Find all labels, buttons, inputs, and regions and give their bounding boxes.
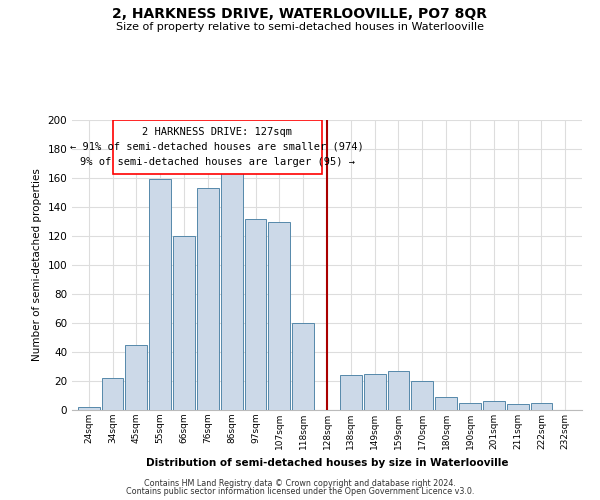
Text: Distribution of semi-detached houses by size in Waterlooville: Distribution of semi-detached houses by …: [146, 458, 508, 468]
FancyBboxPatch shape: [113, 120, 322, 174]
Bar: [197, 188, 219, 410]
Text: 2 HARKNESS DRIVE: 127sqm
← 91% of semi-detached houses are smaller (974)
9% of s: 2 HARKNESS DRIVE: 127sqm ← 91% of semi-d…: [70, 127, 364, 166]
Bar: [78, 407, 100, 410]
Bar: [173, 236, 195, 410]
Bar: [459, 403, 481, 410]
Y-axis label: Number of semi-detached properties: Number of semi-detached properties: [32, 168, 42, 362]
Text: Contains HM Land Registry data © Crown copyright and database right 2024.: Contains HM Land Registry data © Crown c…: [144, 478, 456, 488]
Text: Size of property relative to semi-detached houses in Waterlooville: Size of property relative to semi-detach…: [116, 22, 484, 32]
Bar: [412, 381, 433, 410]
Text: Contains public sector information licensed under the Open Government Licence v3: Contains public sector information licen…: [126, 487, 474, 496]
Bar: [364, 374, 386, 410]
Bar: [268, 222, 290, 410]
Text: 2, HARKNESS DRIVE, WATERLOOVILLE, PO7 8QR: 2, HARKNESS DRIVE, WATERLOOVILLE, PO7 8Q…: [113, 8, 487, 22]
Bar: [530, 403, 553, 410]
Bar: [149, 180, 171, 410]
Bar: [435, 397, 457, 410]
Bar: [125, 345, 148, 410]
Bar: [101, 378, 124, 410]
Bar: [221, 171, 242, 410]
Bar: [245, 218, 266, 410]
Bar: [506, 404, 529, 410]
Bar: [388, 371, 409, 410]
Bar: [483, 402, 505, 410]
Bar: [292, 323, 314, 410]
Bar: [340, 375, 362, 410]
